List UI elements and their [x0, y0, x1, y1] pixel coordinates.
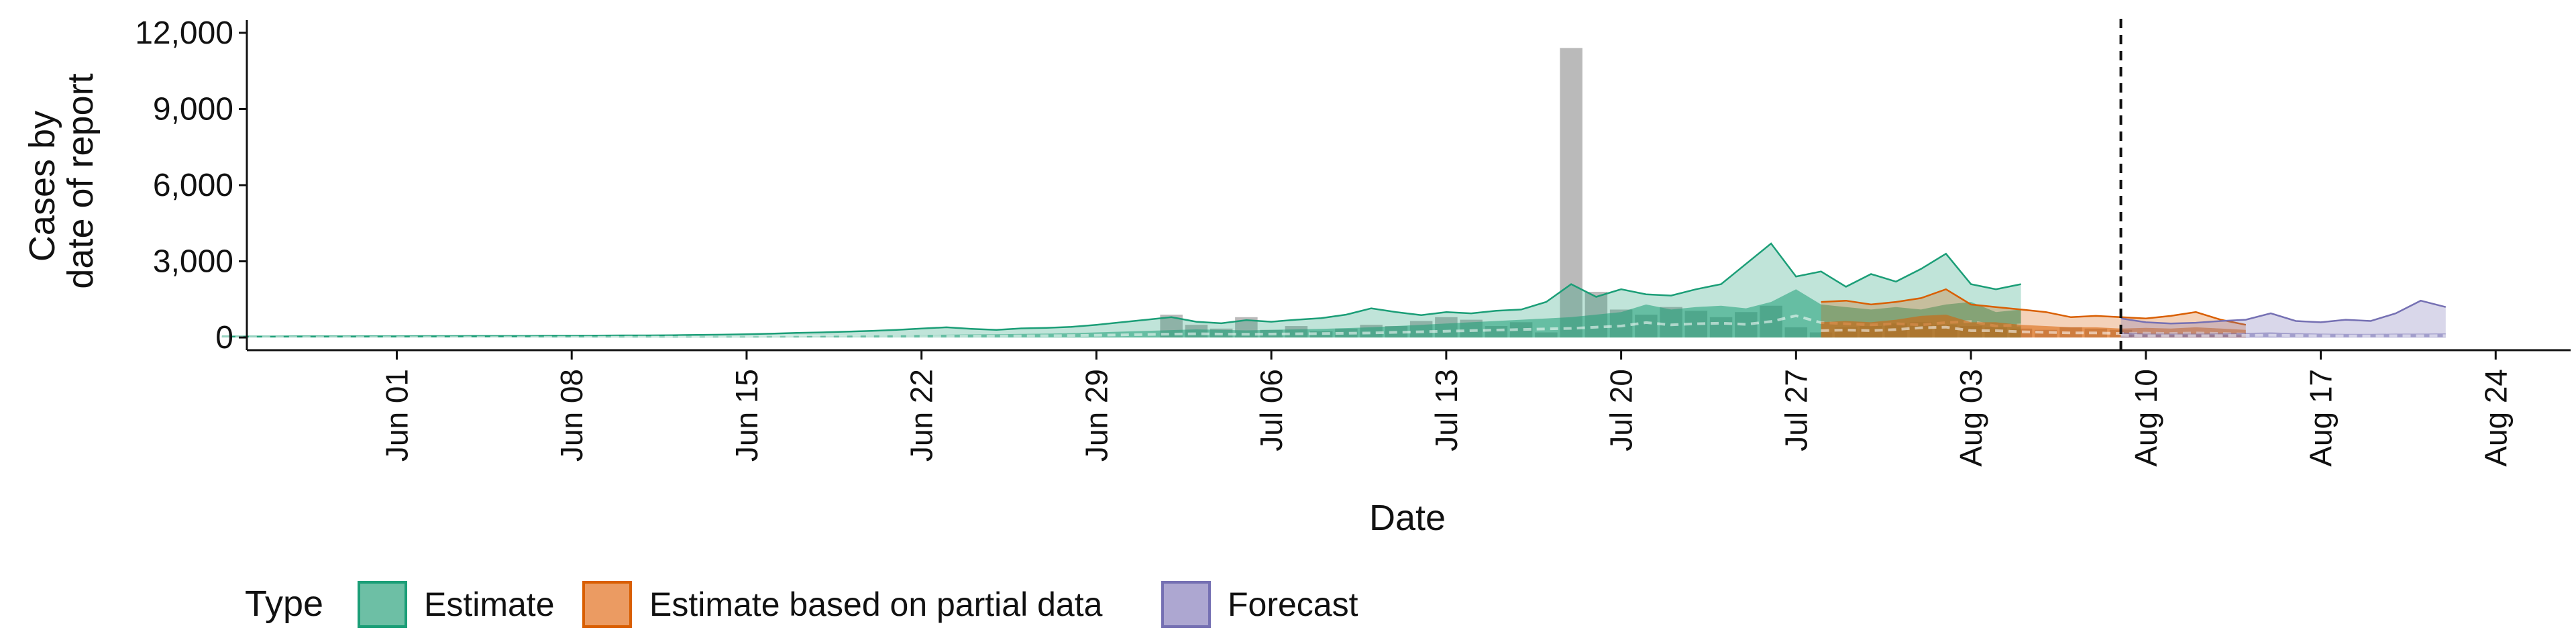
y-tick-label: 9,000 — [153, 91, 233, 127]
estimate-median-line — [221, 314, 2021, 339]
y-axis: 0 3,000 6,000 9,000 12,000 — [135, 15, 248, 356]
x-tick-label: Jul 13 — [1429, 369, 1464, 451]
legend-key-estimate-border — [358, 581, 407, 628]
legend-title: Type — [245, 584, 323, 624]
x-tick-label: Aug 17 — [2304, 369, 2339, 467]
y-tick-label: 6,000 — [153, 168, 233, 203]
x-axis: Jun 01 Jun 08 Jun 15 Jun 22 Jun 29 Jul 06 Jul … — [247, 349, 2571, 467]
legend-key-forecast-border — [1161, 581, 1211, 628]
y-axis-title-line-1: Cases by — [22, 111, 62, 262]
forecast-outer-band — [2121, 301, 2446, 338]
y-tick-label: 3,000 — [153, 244, 233, 280]
x-tick-label: Jun 01 — [379, 369, 414, 462]
x-tick-label: Aug 10 — [2129, 369, 2163, 467]
x-axis-title: Date — [1369, 498, 1446, 538]
x-tick-label: Jul 27 — [1778, 369, 1813, 451]
y-tick-label: 0 — [215, 320, 233, 356]
legend-key-forecast — [1163, 582, 1210, 627]
legend-key-partial-border — [582, 581, 632, 628]
partial-inner-band — [1821, 315, 2246, 338]
legend-key-partial — [584, 582, 631, 627]
x-tick-label: Jul 06 — [1254, 369, 1289, 451]
y-axis-title: Cases by date of report — [22, 73, 101, 288]
forecast-outer-band-edge — [2121, 299, 2447, 325]
legend-key-estimate — [359, 582, 406, 627]
x-tick-label: Jul 20 — [1604, 369, 1639, 451]
estimate-inner-band — [221, 289, 2021, 338]
y-tick-label: 12,000 — [135, 15, 233, 51]
x-tick-label: Jun 15 — [729, 369, 764, 462]
legend-label-partial: Estimate based on partial data — [649, 586, 1103, 623]
estimate-outer-band — [221, 244, 2021, 338]
x-tick-label: Aug 24 — [2478, 369, 2513, 467]
legend-label-estimate: Estimate — [424, 586, 555, 623]
x-tick-label: Jun 29 — [1079, 369, 1114, 462]
legend-label-forecast: Forecast — [1228, 586, 1358, 623]
series-areas — [221, 242, 2447, 339]
y-axis-title-line-2: date of report — [60, 73, 101, 288]
x-tick-label: Jun 22 — [904, 369, 939, 462]
x-tick-label: Aug 03 — [1953, 369, 1988, 467]
forecast-median-line — [2121, 333, 2446, 337]
partial-median-line — [1821, 325, 2246, 335]
partial-outer-band-edge — [1821, 288, 2247, 326]
legend: Type Estimate Estimate based on partial … — [245, 581, 1358, 628]
x-tick-label: Jun 08 — [554, 369, 589, 462]
